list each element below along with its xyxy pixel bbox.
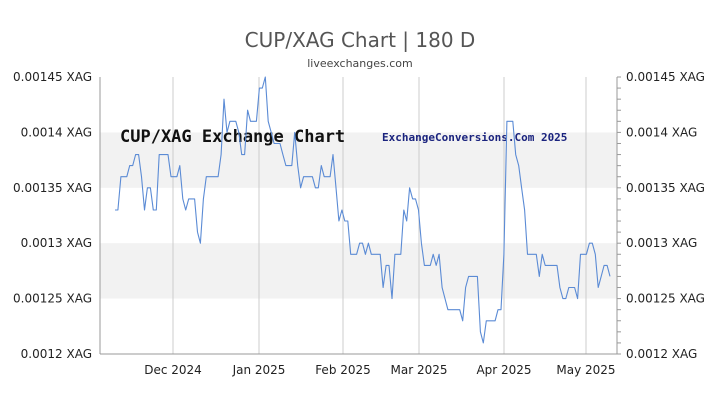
y-tick-label-left: 0.0012 XAG (21, 347, 92, 361)
y-axis-right: 0.00145 XAG 0.0014 XAG 0.00135 XAG 0.0013 X… (617, 70, 705, 361)
y-axis-left: 0.00145 XAG 0.0014 XAG 0.00135 XAG 0.0013 X… (13, 70, 92, 361)
y-tick-label-right: 0.00135 XAG (626, 181, 705, 195)
x-tick-label: Feb 2025 (315, 363, 371, 377)
y-tick-label-right: 0.0012 XAG (626, 347, 697, 361)
chart-axes (99, 77, 618, 355)
chart-band (100, 132, 617, 188)
x-tick-label: Mar 2025 (391, 363, 448, 377)
chart-gridlines (172, 77, 587, 354)
y-tick-label-left: 0.00125 XAG (13, 292, 92, 306)
y-tick-label-left: 0.0013 XAG (21, 236, 92, 250)
x-axis: Dec 2024 Jan 2025 Feb 2025 Mar 2025 Apr 2025… (144, 363, 615, 377)
x-tick-label: Dec 2024 (144, 363, 202, 377)
y-tick-label-right: 0.0014 XAG (626, 125, 697, 139)
x-tick-label: May 2025 (556, 363, 615, 377)
y-tick-label-right: 0.00145 XAG (626, 70, 705, 84)
chart-bands (100, 132, 617, 299)
y-tick-label-right: 0.0013 XAG (626, 236, 697, 250)
chart-title: CUP/XAG Chart | 180 D (245, 28, 476, 52)
series-line (115, 76, 611, 344)
watermark-right: ExchangeConversions.Com 2025 (382, 131, 567, 144)
chart-band (100, 243, 617, 299)
y-tick-label-left: 0.0014 XAG (21, 125, 92, 139)
y-tick-label-left: 0.00135 XAG (13, 181, 92, 195)
y-tick-label-left: 0.00145 XAG (13, 70, 92, 84)
x-tick-label: Jan 2025 (232, 363, 286, 377)
y-tick-label-right: 0.00125 XAG (626, 292, 705, 306)
x-tick-label: Apr 2025 (476, 363, 531, 377)
chart-source: liveexchanges.com (307, 57, 412, 70)
watermark-left: CUP/XAG Exchange Chart (120, 127, 345, 147)
plot-line (115, 76, 611, 344)
